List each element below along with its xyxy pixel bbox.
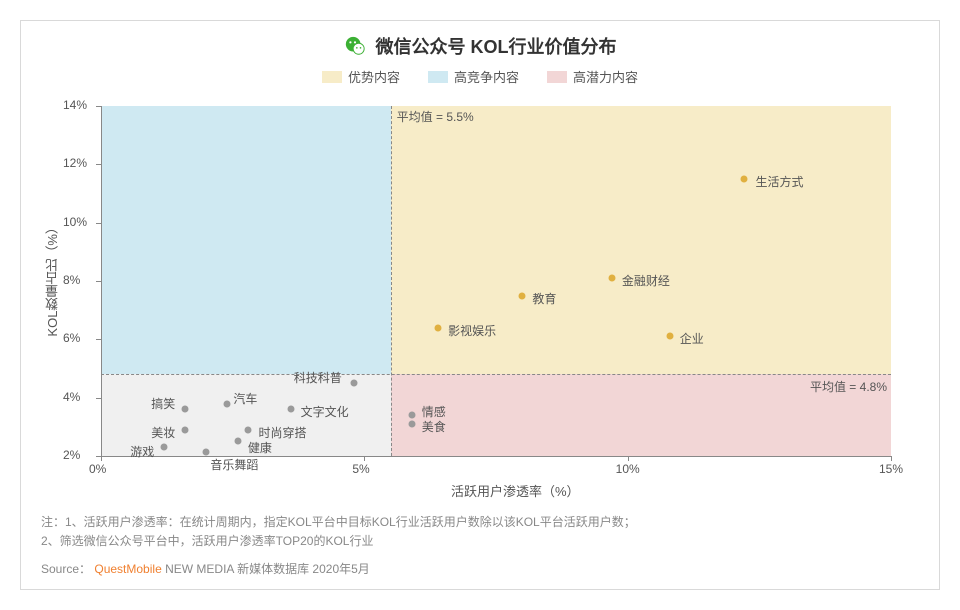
data-point bbox=[408, 412, 415, 419]
data-point bbox=[234, 438, 241, 445]
data-point bbox=[182, 426, 189, 433]
footnotes: 注：1、活跃用户渗透率：在统计周期内，指定KOL平台中目标KOL行业活跃用户数除… bbox=[41, 513, 636, 551]
data-point-label: 健康 bbox=[248, 439, 272, 456]
legend-swatch bbox=[428, 71, 448, 83]
footnote-1: 注：1、活跃用户渗透率：在统计周期内，指定KOL平台中目标KOL行业活跃用户数除… bbox=[41, 513, 636, 532]
source-line: Source： QuestMobile NEW MEDIA 新媒体数据库 202… bbox=[41, 560, 370, 577]
data-point-label: 搞笑 bbox=[151, 395, 175, 412]
y-tick-label: 12% bbox=[63, 156, 91, 170]
data-point-label: 科技科普 bbox=[294, 369, 342, 386]
data-point bbox=[245, 426, 252, 433]
data-point bbox=[408, 420, 415, 427]
data-point bbox=[608, 275, 615, 282]
x-tick bbox=[364, 456, 365, 461]
data-point bbox=[287, 406, 294, 413]
legend-item: 优势内容 bbox=[322, 67, 400, 86]
y-tick-label: 8% bbox=[63, 273, 91, 287]
legend-swatch bbox=[547, 71, 567, 83]
wechat-icon bbox=[344, 35, 366, 57]
y-tick bbox=[96, 339, 101, 340]
y-tick-label: 14% bbox=[63, 98, 91, 112]
y-axis bbox=[101, 106, 102, 456]
data-point bbox=[666, 333, 673, 340]
data-point-label: 时尚穿搭 bbox=[258, 424, 306, 441]
data-point bbox=[519, 292, 526, 299]
legend-label: 高潜力内容 bbox=[573, 67, 638, 86]
x-tick-label: 10% bbox=[616, 462, 640, 476]
data-point-label: 音乐舞蹈 bbox=[210, 456, 258, 473]
y-tick bbox=[96, 281, 101, 282]
y-tick-label: 2% bbox=[63, 448, 91, 462]
avg-y-label: 平均值 = 4.8% bbox=[810, 378, 887, 395]
data-point bbox=[350, 380, 357, 387]
y-tick bbox=[96, 223, 101, 224]
x-tick bbox=[891, 456, 892, 461]
data-point-label: 文字文化 bbox=[301, 403, 349, 420]
chart-card: 微信公众号 KOL行业价值分布 优势内容 高竞争内容 高潜力内容 QUESTMOBI… bbox=[20, 20, 940, 590]
legend-item: 高竞争内容 bbox=[428, 67, 519, 86]
x-tick-label: 15% bbox=[879, 462, 903, 476]
y-tick bbox=[96, 106, 101, 107]
avg-x-label: 平均值 = 5.5% bbox=[397, 108, 474, 125]
data-point-label: 生活方式 bbox=[756, 173, 804, 190]
x-axis-label: 活跃用户渗透率（%） bbox=[451, 481, 580, 500]
data-point bbox=[740, 175, 747, 182]
data-point-label: 企业 bbox=[680, 330, 704, 347]
y-tick bbox=[96, 164, 101, 165]
legend-item: 高潜力内容 bbox=[547, 67, 638, 86]
divider-vertical bbox=[391, 106, 392, 456]
x-tick bbox=[101, 456, 102, 461]
data-point-label: 美食 bbox=[422, 418, 446, 435]
x-tick-label: 0% bbox=[89, 462, 106, 476]
chart-area: QUESTMOBILE 0%5%10%15%2%4%6%8%10%12%14%平… bbox=[101, 106, 891, 456]
source-suffix: NEW MEDIA 新媒体数据库 2020年5月 bbox=[165, 562, 370, 576]
data-point-label: 汽车 bbox=[233, 390, 257, 407]
title-row: 微信公众号 KOL行业价值分布 bbox=[21, 21, 939, 59]
y-tick-label: 6% bbox=[63, 331, 91, 345]
data-point bbox=[203, 448, 210, 455]
data-point bbox=[161, 444, 168, 451]
source-brand: QuestMobile bbox=[94, 562, 161, 576]
y-tick-label: 4% bbox=[63, 390, 91, 404]
y-tick bbox=[96, 398, 101, 399]
legend-label: 高竞争内容 bbox=[454, 67, 519, 86]
y-axis-label: KOL数量占比（%） bbox=[43, 221, 62, 337]
data-point bbox=[435, 324, 442, 331]
x-tick-label: 5% bbox=[352, 462, 369, 476]
x-tick bbox=[628, 456, 629, 461]
data-point bbox=[182, 406, 189, 413]
chart-title: 微信公众号 KOL行业价值分布 bbox=[376, 33, 617, 59]
y-tick-label: 10% bbox=[63, 215, 91, 229]
data-point-label: 教育 bbox=[532, 290, 556, 307]
legend-label: 优势内容 bbox=[348, 67, 400, 86]
source-prefix: Source： bbox=[41, 562, 91, 576]
legend: 优势内容 高竞争内容 高潜力内容 bbox=[21, 59, 939, 86]
data-point bbox=[224, 400, 231, 407]
data-point-label: 影视娱乐 bbox=[448, 322, 496, 339]
divider-horizontal bbox=[101, 374, 891, 375]
data-point-label: 金融财经 bbox=[622, 272, 670, 289]
footnote-2: 2、筛选微信公众号平台中，活跃用户渗透率TOP20的KOL行业 bbox=[41, 532, 636, 551]
legend-swatch bbox=[322, 71, 342, 83]
y-tick bbox=[96, 456, 101, 457]
data-point-label: 美妆 bbox=[151, 424, 175, 441]
data-point-label: 游戏 bbox=[130, 443, 154, 460]
quadrant-top-left bbox=[101, 106, 391, 374]
